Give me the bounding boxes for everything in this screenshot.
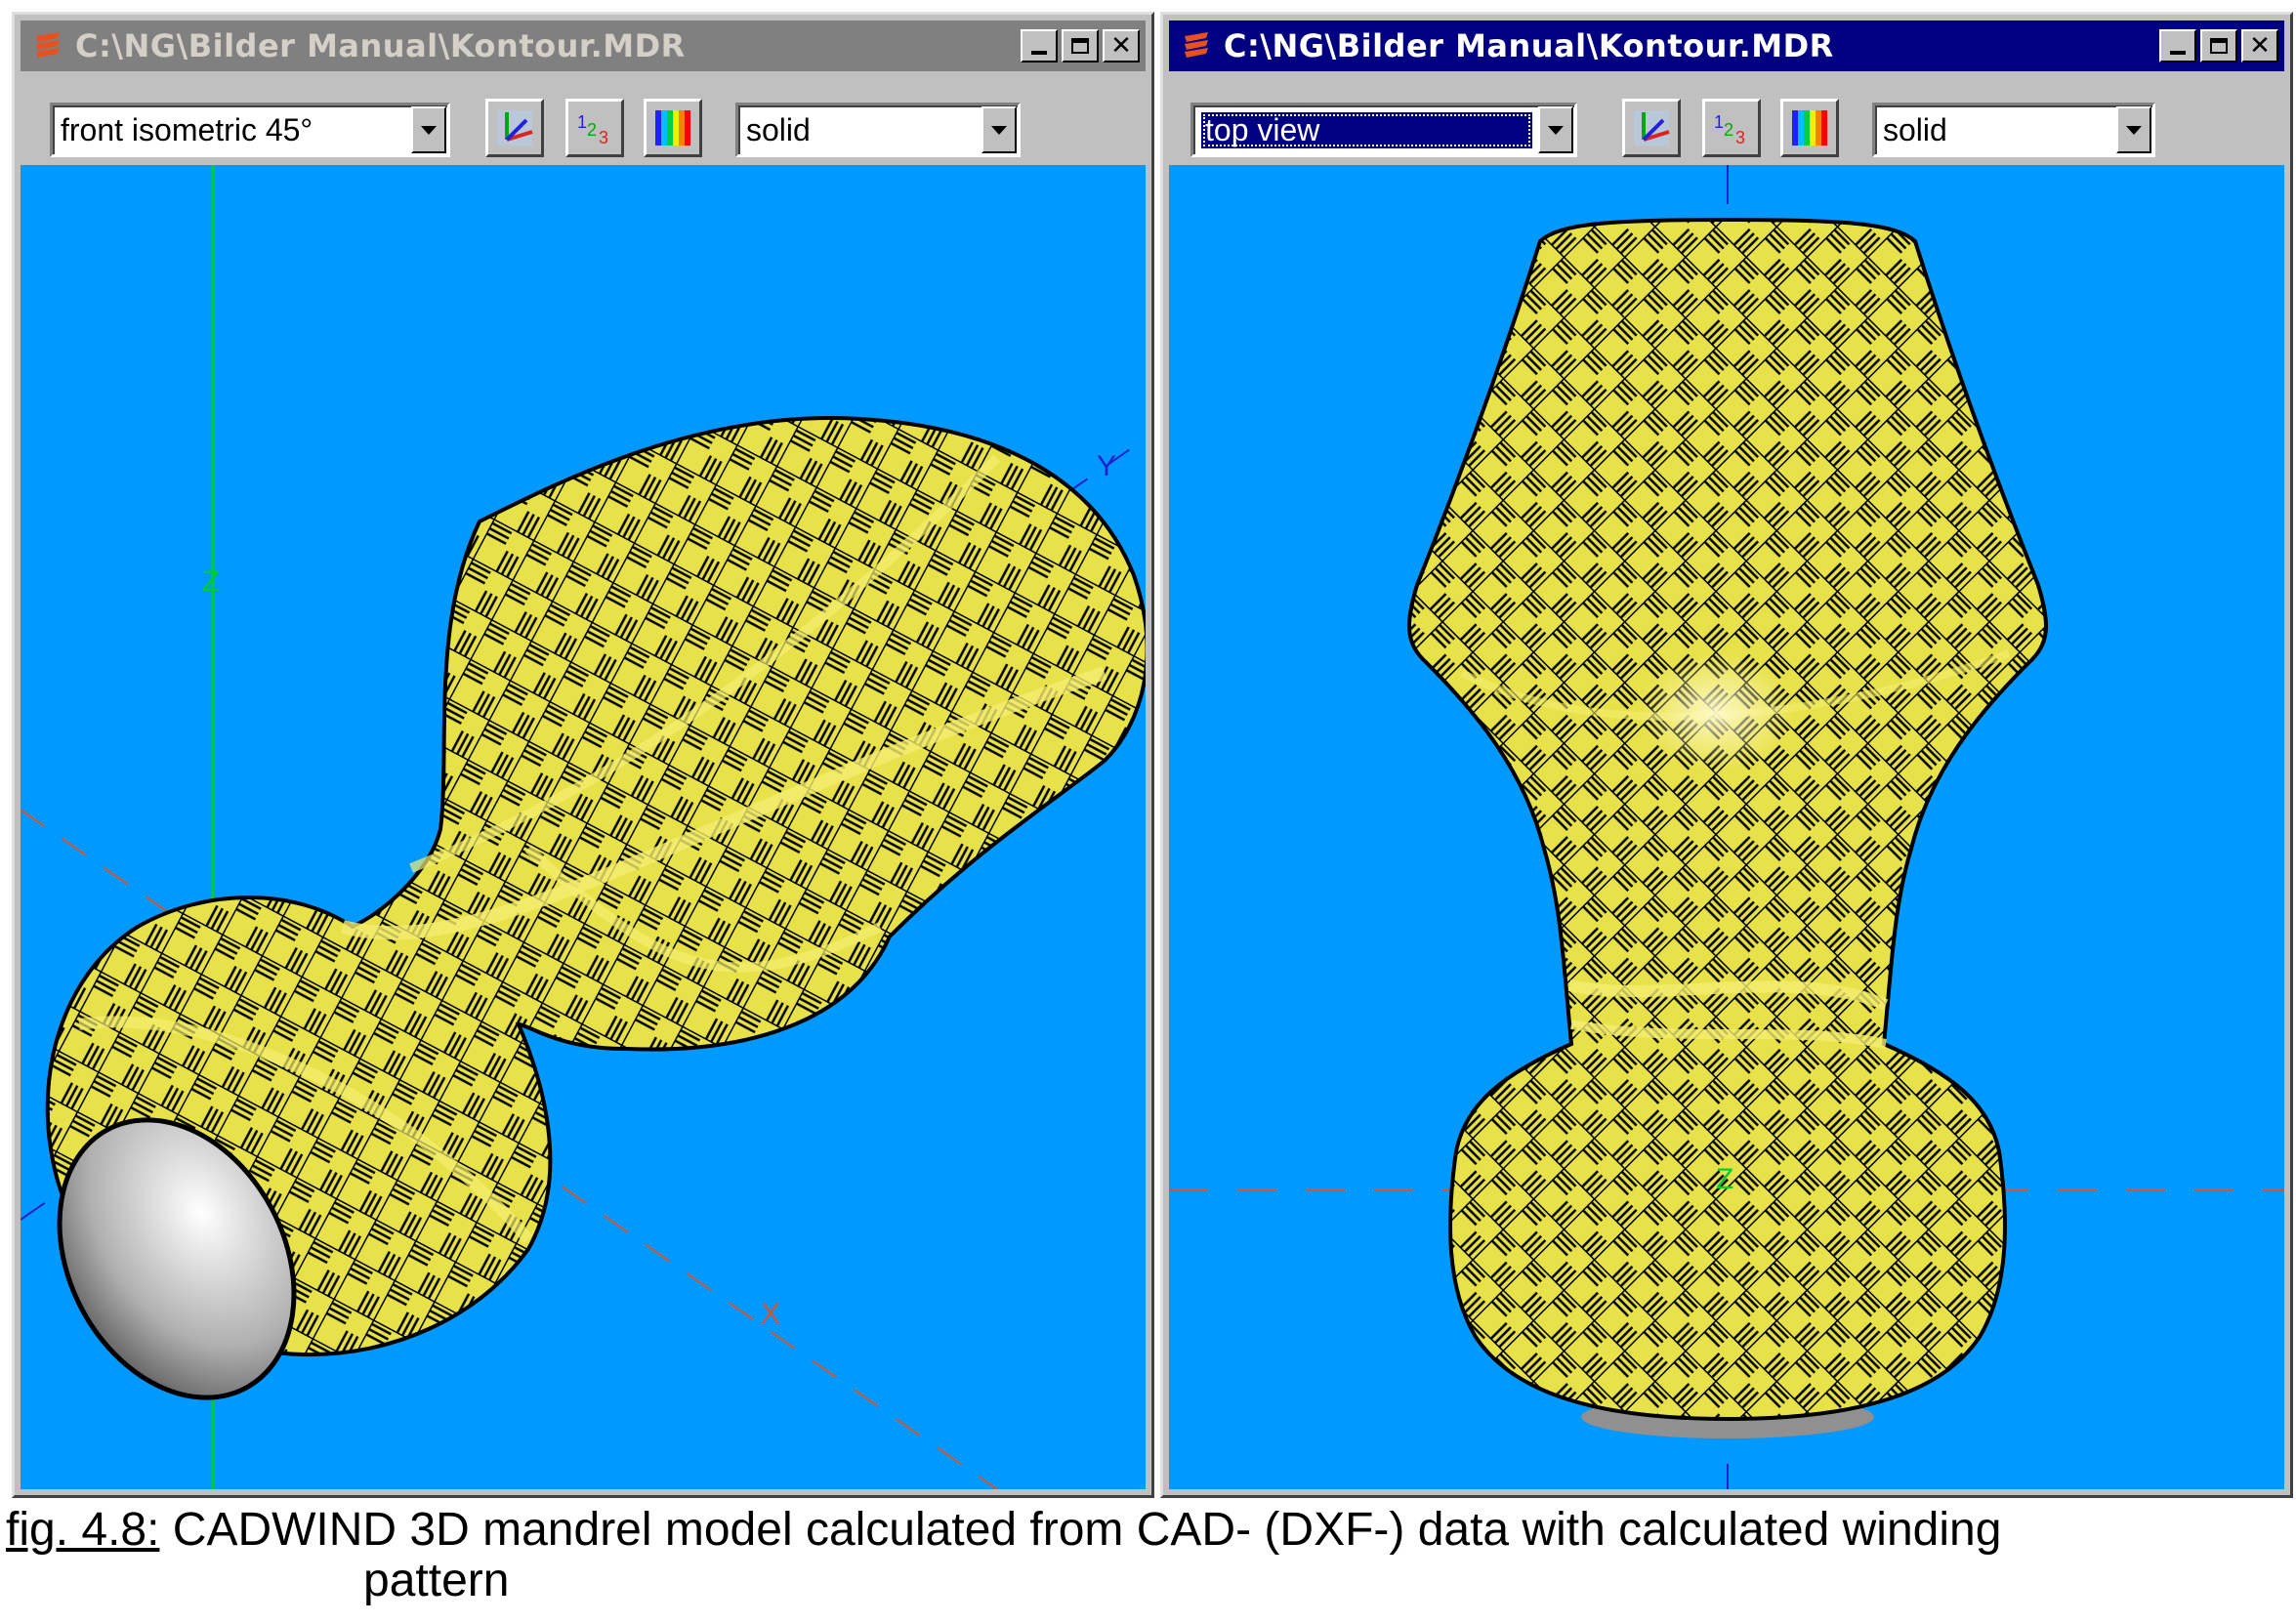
maximize-button[interactable] [2200,29,2237,62]
color-spectrum-icon [1792,110,1827,146]
maximize-icon [1071,38,1089,54]
view-select[interactable]: front isometric 45° [50,103,450,157]
axes-icon [1634,110,1670,146]
axes-toggle-button[interactable] [485,99,544,157]
render-select-dropdown-button[interactable] [2116,106,2151,153]
top-view-mandrel[interactable]: Z [1169,165,2284,1489]
numbering-toggle-button[interactable]: 1 2 3 [565,99,624,157]
winding-band [78,1016,533,1243]
close-button[interactable]: ✕ [1103,29,1140,62]
svg-text:1: 1 [577,112,587,132]
view-select-value: top view [1201,111,1532,148]
svg-text:1: 1 [1714,112,1724,132]
right-3d-viewport[interactable]: Z [1169,165,2284,1489]
svg-text:3: 3 [1735,128,1745,147]
render-select-value: solid [1883,111,1947,147]
left-window-titlebar[interactable]: C:\NG\Bilder Manual\Kontour.MDR ✕ [21,21,1146,71]
z-axis-label: Z [202,565,220,598]
minimize-icon [2170,51,2186,55]
left-toolbar: front isometric 45° 1 2 3 [21,75,1146,163]
winding-band [524,845,883,973]
close-icon: ✕ [2249,31,2271,61]
view-select[interactable]: top view [1190,103,1577,157]
svg-text:3: 3 [599,128,608,147]
mandrel-body [1407,217,2048,1422]
view-select-dropdown-button[interactable] [411,106,446,153]
render-select-dropdown-button[interactable] [981,106,1017,153]
maximize-icon [2210,38,2228,54]
right-window: C:\NG\Bilder Manual\Kontour.MDR ✕ top vi… [1160,12,2293,1498]
minimize-button[interactable] [2159,29,2196,62]
specular-highlight [1638,653,1794,770]
winding-band [1570,1020,1888,1049]
z-axis-label: Z [1716,1163,1733,1195]
isometric-mandrel-view[interactable]: Z Y X [21,165,1146,1489]
render-select-value: solid [746,111,811,147]
right-toolbar: top view 1 2 3 [1169,75,2284,163]
minimize-icon [1031,51,1047,55]
x-axis-line [21,809,998,1489]
winding-band [341,666,1107,940]
caption-text-line2: pattern [363,1555,510,1606]
numbers-icon: 1 2 3 [577,112,608,147]
winding-band [409,454,1001,873]
figure-label: fig. 4.8: [6,1504,160,1556]
chevron-down-icon [991,125,1007,135]
left-window: C:\NG\Bilder Manual\Kontour.MDR ✕ front … [12,12,1154,1498]
window-controls: ✕ [2159,29,2278,62]
window-controls: ✕ [1021,29,1140,62]
y-axis-label: Y [1097,450,1116,482]
maximize-button[interactable] [1062,29,1099,62]
app-logo-icon [36,32,60,58]
color-scale-button[interactable] [644,99,702,157]
winding-band [1567,979,1889,1011]
axes-toggle-button[interactable] [1622,99,1681,157]
mandrel-body [45,416,1146,1357]
caption-text-line1: CADWIND 3D mandrel model calculated from… [159,1504,2002,1556]
axes-icon [497,110,533,146]
svg-text:2: 2 [1724,120,1733,140]
figure-caption: fig. 4.8: CADWIND 3D mandrel model calcu… [6,1504,2002,1606]
window-title: C:\NG\Bilder Manual\Kontour.MDR [75,27,686,64]
render-select[interactable]: solid [735,103,1021,157]
numbering-toggle-button[interactable]: 1 2 3 [1702,99,1761,157]
svg-text:2: 2 [587,120,597,140]
view-select-dropdown-button[interactable] [1538,106,1573,153]
window-title: C:\NG\Bilder Manual\Kontour.MDR [1224,27,1834,64]
left-3d-viewport[interactable]: Z Y X [21,165,1146,1489]
color-spectrum-icon [655,110,690,146]
chevron-down-icon [1548,125,1564,135]
numbers-icon: 1 2 3 [1714,112,1745,147]
render-select[interactable]: solid [1872,103,2155,157]
close-button[interactable]: ✕ [2241,29,2278,62]
right-window-titlebar[interactable]: C:\NG\Bilder Manual\Kontour.MDR ✕ [1169,21,2284,71]
view-select-value: front isometric 45° [61,111,313,147]
chevron-down-icon [2126,125,2142,135]
mandrel-end-cap [57,1117,297,1400]
x-axis-label: X [761,1298,780,1330]
minimize-button[interactable] [1021,29,1058,62]
chevron-down-icon [421,125,437,135]
app-logo-icon [1185,32,1208,58]
color-scale-button[interactable] [1780,99,1839,157]
close-icon: ✕ [1110,31,1132,61]
